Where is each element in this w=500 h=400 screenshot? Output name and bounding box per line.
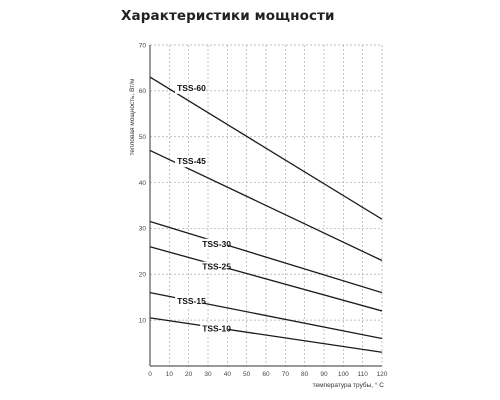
y-tick-label: 70 xyxy=(139,42,147,49)
series-line xyxy=(149,149,383,262)
y-tick-label: 30 xyxy=(139,226,147,233)
series-label-bg xyxy=(175,82,204,94)
x-tick-label: 20 xyxy=(185,371,193,378)
series-label-bg xyxy=(175,296,204,308)
series-line xyxy=(149,76,383,220)
series-label: TSS-10 xyxy=(202,324,231,334)
series-label-bg xyxy=(200,261,229,273)
y-tick-label: 60 xyxy=(139,88,147,95)
y-tick-label: 40 xyxy=(139,180,147,187)
series-label-bg xyxy=(200,323,229,335)
x-tick-label: 80 xyxy=(301,371,309,378)
y-tick-label: 20 xyxy=(139,272,147,279)
x-tick-label: 60 xyxy=(262,371,270,378)
x-tick-label: 30 xyxy=(204,371,212,378)
x-tick-label: 10 xyxy=(166,371,174,378)
x-tick-label: 90 xyxy=(320,371,328,378)
series-label: TSS-15 xyxy=(177,296,206,306)
series-line xyxy=(149,246,383,312)
x-tick-label: 100 xyxy=(338,371,349,378)
series-label-bg xyxy=(200,238,229,250)
x-tick-label: 50 xyxy=(243,371,251,378)
y-axis-label: тепловая мощность, Вт/м xyxy=(129,78,136,156)
chart-title: Характеристики мощности xyxy=(121,8,335,24)
y-tick-label: 50 xyxy=(139,134,147,141)
x-tick-label: 110 xyxy=(357,371,368,378)
series-label: TSS-30 xyxy=(202,239,231,249)
x-tick-label: 70 xyxy=(282,371,290,378)
x-tick-label: 0 xyxy=(148,371,152,378)
series-line xyxy=(149,220,383,294)
x-tick-label: 40 xyxy=(224,371,232,378)
series-label: TSS-25 xyxy=(202,262,231,272)
x-tick-label: 120 xyxy=(377,371,388,378)
y-tick-label: 10 xyxy=(139,317,147,324)
x-axis-label: температура трубы, ° C xyxy=(313,381,385,389)
series-label: TSS-60 xyxy=(177,83,206,93)
series-label: TSS-45 xyxy=(177,156,206,166)
series-line xyxy=(149,317,383,353)
series-label-bg xyxy=(175,156,204,168)
